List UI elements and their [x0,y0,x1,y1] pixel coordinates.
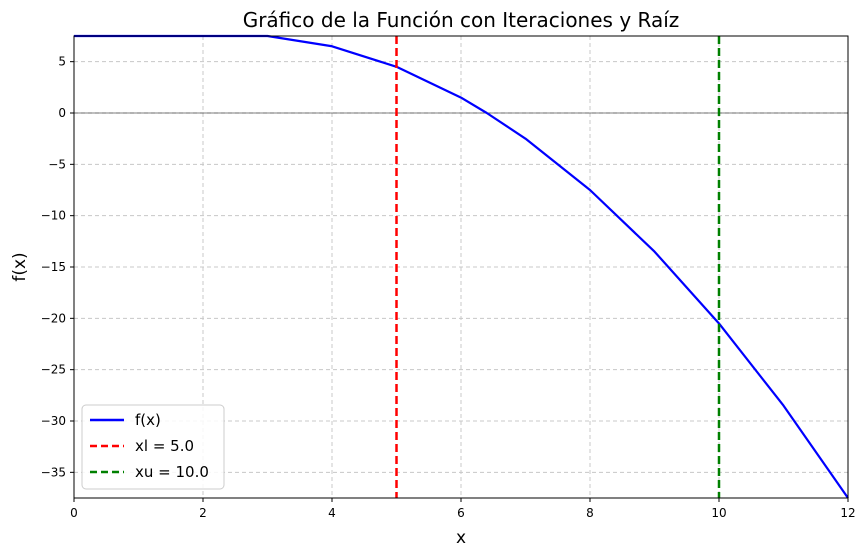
x-tick-label: 2 [199,506,207,520]
plot-area [74,34,849,499]
chart-title: Gráfico de la Función con Iteraciones y … [243,8,680,32]
x-tick-label: 10 [711,506,726,520]
y-tick-label: −15 [41,260,66,274]
x-axis-label: x [456,528,466,548]
y-tick-label: −30 [41,414,66,428]
legend-box [81,404,225,490]
legend-label: xu = 10.0 [135,463,209,481]
x-axis-ticks: 0 2 4 6 8 10 12 [70,498,856,520]
x-tick-label: 8 [586,506,594,520]
x-tick-label: 4 [328,506,336,520]
x-tick-label: 0 [70,506,78,520]
y-tick-label: −25 [41,363,66,377]
y-tick-label: 5 [58,55,66,69]
y-axis-ticks: 5 0 −5 −10 −15 −20 −25 −30 −35 [41,55,74,479]
x-tick-label: 12 [840,506,855,520]
curve-series-0 [74,34,849,499]
legend: f(x) xl = 5.0 xu = 10.0 [81,404,225,490]
y-tick-label: −10 [41,209,66,223]
legend-label: xl = 5.0 [135,437,194,455]
legend-label: f(x) [135,411,161,429]
x-tick-label: 6 [457,506,465,520]
y-tick-label: −35 [41,465,66,479]
y-axis-label: f(x) [10,252,30,281]
y-tick-label: 0 [58,106,66,120]
y-tick-label: −5 [48,157,66,171]
y-tick-label: −20 [41,311,66,325]
